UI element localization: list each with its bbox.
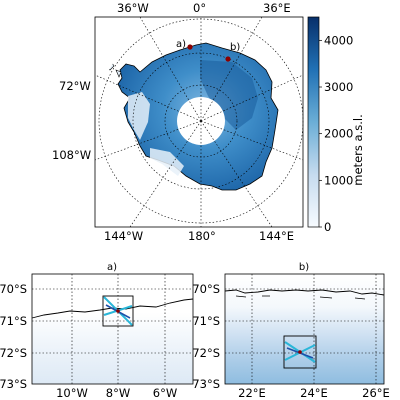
site-a-label: a) [176, 39, 186, 50]
panel-a-lat-70s: 70°S [0, 282, 27, 296]
lat-label-108w: 108°W [52, 148, 91, 162]
ice-shelf-light-south [150, 148, 184, 176]
lon-label-144w: 144°W [104, 229, 143, 243]
panel-a-site-marker [116, 309, 120, 313]
lon-label-36e: 36°E [263, 1, 291, 15]
lat-label-72w: 72°W [59, 79, 91, 93]
colorbar-tick-label: 1000 [324, 173, 353, 187]
panel-a-lat-73s: 73°S [0, 377, 27, 391]
panel-b-lat-71s: 71°S [192, 314, 220, 328]
elevation-colorbar: 4000 3000 2000 1000 0 meters a.s.l. [307, 16, 365, 234]
panel-b-icebergs [235, 295, 366, 300]
panel-b-frame [224, 273, 385, 385]
panel-b-lat-73s: 73°S [192, 377, 220, 391]
main-polar-map: a) b) 36°W 0° 36°E 144°W 180° 144°E 72°W… [52, 1, 304, 243]
panel-b-coastline [224, 289, 385, 296]
peninsula-islands [103, 59, 122, 78]
panel-a-background [32, 274, 193, 384]
panel-b-study-box [283, 335, 317, 369]
colorbar-ticks: 4000 3000 2000 1000 0 [319, 33, 353, 234]
panel-b-lon-24e: 24°E [300, 386, 328, 400]
colorbar-tick-label: 2000 [324, 127, 353, 141]
lon-label-144e: 144°E [259, 229, 294, 243]
panel-b-title: b) [299, 262, 309, 273]
panel-a-study-box [102, 295, 134, 327]
panel-a-lat-72s: 72°S [0, 346, 27, 360]
panel-a-frame [31, 273, 194, 385]
colorbar-scale [307, 16, 320, 228]
panel-b-lat-70s: 70°S [192, 282, 220, 296]
panel-a-title: a) [107, 262, 117, 273]
panel-b-lat-72s: 72°S [192, 346, 220, 360]
lon-label-0: 0° [193, 1, 206, 15]
colorbar-tick-label: 0 [324, 220, 331, 234]
site-a-marker [187, 44, 193, 50]
lon-label-36w: 36°W [117, 1, 149, 15]
panel-b-site-marker [298, 350, 302, 354]
panel-a-grid [32, 274, 193, 384]
panel-a-lon-8w: 8°W [106, 386, 130, 400]
panel-b-grid [225, 274, 384, 384]
site-b-marker [225, 56, 231, 62]
panel-b-lon-22e: 22°E [238, 386, 266, 400]
lon-label-180: 180° [188, 229, 216, 243]
polar-graticule [94, 16, 304, 228]
colorbar-tick-label: 4000 [324, 33, 353, 47]
site-b-label: b) [230, 42, 240, 53]
panel-a-lon-6w: 6°W [153, 386, 177, 400]
inset-panel-a: a) 70°S 71°S 72°S 73°S 10°W 8°W 6°W [0, 262, 194, 400]
colorbar-tick-label: 3000 [324, 80, 353, 94]
ice-high-plateau [200, 60, 258, 130]
panel-a-lon-10w: 10°W [56, 386, 88, 400]
panel-a-lat-71s: 71°S [0, 314, 27, 328]
inset-panel-b: b) 70°S 71°S 72°S 73°S 22°E 24°E 26°E [192, 262, 390, 400]
panel-b-lon-26e: 26°E [362, 386, 390, 400]
ice-shelf-light-west [128, 92, 150, 140]
colorbar-label: meters a.s.l. [351, 114, 365, 185]
